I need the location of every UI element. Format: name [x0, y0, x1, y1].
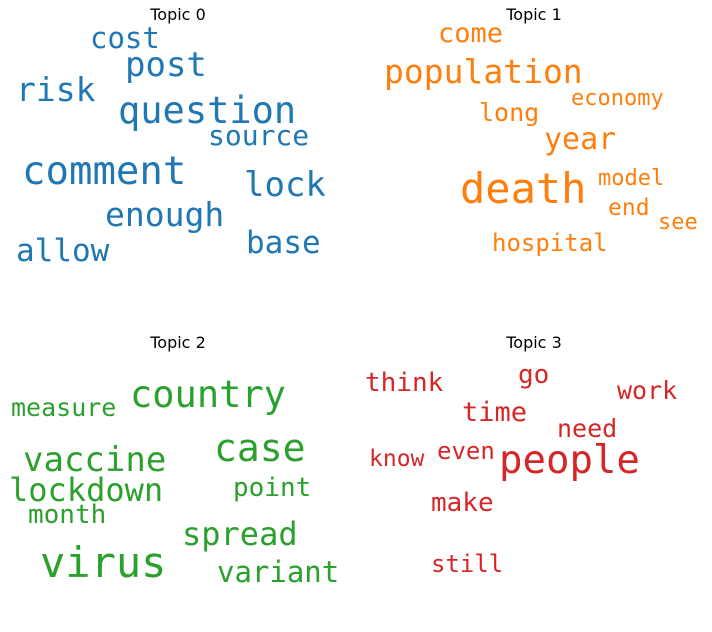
topic-3-word-know: know — [369, 446, 425, 472]
topic-1-word-year: year — [544, 122, 617, 157]
topic-0-word-question: question — [118, 89, 297, 132]
topic-1-word-long: long — [479, 98, 540, 127]
topic-1-word-population: population — [384, 52, 583, 91]
topic-3-word-still: still — [431, 550, 504, 578]
topic-0-panel: Topic 0 — [0, 0, 356, 304]
topic-1-word-see: see — [658, 210, 698, 235]
topic-1-word-economy: economy — [571, 86, 664, 111]
topic-3-panel: Topic 3 — [356, 328, 712, 632]
topic-1-word-come: come — [438, 18, 504, 49]
topic-3-title: Topic 3 — [506, 333, 562, 352]
topic-1-word-model: model — [598, 166, 665, 191]
topic-2-word-country: country — [130, 373, 286, 416]
topic-1-word-end: end — [608, 195, 650, 221]
topic-2-word-lockdown: lockdown — [9, 471, 164, 509]
topic-2-word-measure: measure — [11, 393, 117, 422]
topic-0-title: Topic 0 — [150, 5, 206, 24]
topic-2-word-case: case — [214, 426, 306, 470]
topic-0-word-post: post — [125, 45, 207, 85]
topic-0-word-lock: lock — [244, 165, 326, 205]
topic-1-word-death: death — [460, 164, 587, 213]
topic-2-word-month: month — [28, 500, 107, 530]
topic-0-word-base: base — [246, 225, 321, 261]
topic-3-word-people: people — [499, 438, 640, 483]
topic-0-word-comment: comment — [22, 149, 187, 194]
topic-2-word-variant: variant — [217, 555, 340, 589]
topic-1-word-hospital: hospital — [492, 229, 608, 257]
topic-2-word-point: point — [233, 473, 312, 503]
topic-2-word-spread: spread — [182, 515, 298, 553]
topic-0-word-enough: enough — [105, 195, 225, 234]
topic-3-word-time: time — [462, 397, 528, 428]
topic-0-word-source: source — [208, 119, 310, 152]
topic-3-word-go: go — [518, 360, 550, 390]
topic-1-panel: Topic 1 — [356, 0, 712, 304]
topic-3-word-work: work — [617, 376, 678, 405]
topic-3-word-need: need — [557, 414, 618, 443]
topic-3-word-think: think — [365, 368, 444, 398]
topic-3-word-make: make — [431, 488, 494, 518]
topic-3-word-even: even — [437, 437, 495, 465]
topic-1-title: Topic 1 — [506, 5, 562, 24]
topic-2-panel: Topic 2 — [0, 328, 356, 632]
topic-0-word-allow: allow — [16, 233, 110, 269]
topic-0-word-risk: risk — [16, 70, 96, 109]
topic-2-word-virus: virus — [40, 538, 167, 587]
topic-2-title: Topic 2 — [150, 333, 206, 352]
topic-2-word-vaccine: vaccine — [23, 440, 167, 480]
topic-0-word-cost: cost — [90, 21, 160, 55]
